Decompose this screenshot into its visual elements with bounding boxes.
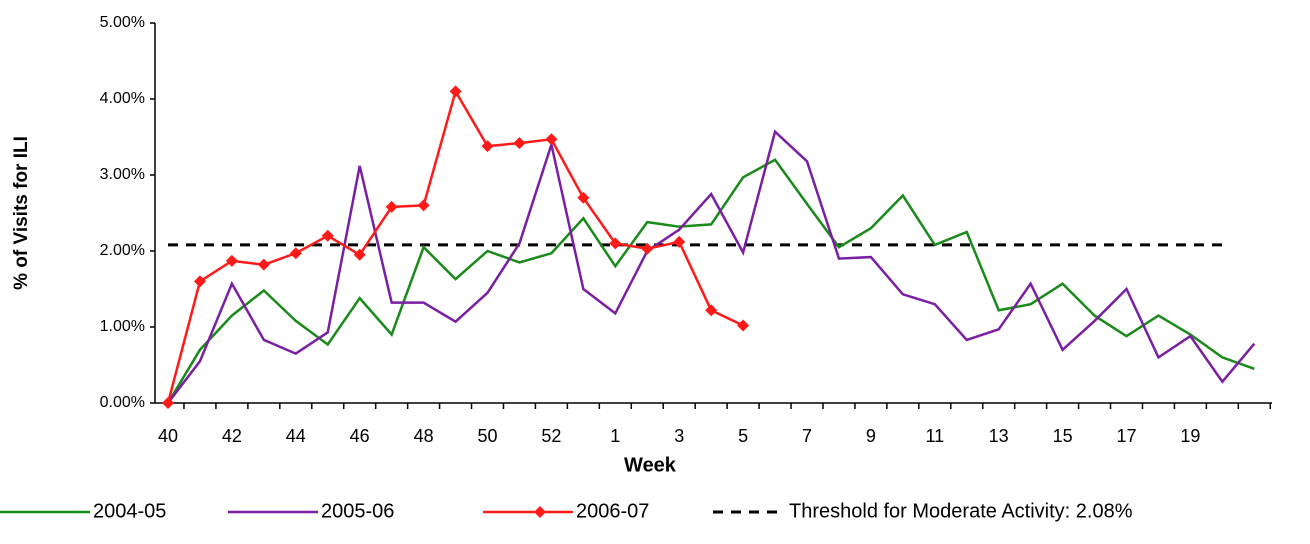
x-tick-label: 13 [989,426,1009,446]
point-marker [321,229,334,242]
point-marker [577,191,590,204]
point-marker [289,247,302,260]
point-marker [545,133,558,146]
point-marker [705,304,718,317]
point-marker [193,275,206,288]
legend-label: Threshold for Moderate Activity: 2.08% [789,500,1133,522]
x-axis-title: Week [624,454,677,476]
x-tick-label: 44 [286,426,306,446]
x-tick-label: 19 [1180,426,1200,446]
point-marker [641,242,654,255]
x-tick-label: 5 [738,426,748,446]
x-tick-label: 42 [222,426,242,446]
point-marker [417,199,430,212]
point-marker [673,235,686,248]
point-marker [737,319,750,332]
point-marker [513,137,526,150]
point-marker [257,258,270,271]
point-marker [385,200,398,213]
x-tick-label: 48 [414,426,434,446]
x-tick-label: 40 [158,426,178,446]
legend-marker [534,506,546,518]
point-marker [162,397,174,409]
x-tick-label: 17 [1116,426,1136,446]
x-tick-label: 15 [1053,426,1073,446]
point-marker [449,85,462,98]
x-tick-label: 52 [541,426,561,446]
y-tick-label: 0.00% [100,394,145,411]
series-line [166,158,1255,404]
x-tick-label: 7 [802,426,812,446]
y-tick-label: 1.00% [100,318,145,335]
series-line [167,129,1256,404]
x-tick-label: 9 [866,426,876,446]
series-line [166,88,744,404]
x-tick-label: 1 [610,426,620,446]
legend-label: 2004-05 [93,500,166,522]
x-tick-label: 46 [350,426,370,446]
y-tick-label: 3.00% [100,166,145,183]
y-axis-title: % of Visits for ILI [11,136,32,290]
legend-label: 2005-06 [321,500,394,522]
x-tick-label: 3 [674,426,684,446]
point-marker [353,248,366,261]
point-marker [225,254,238,267]
point-marker [481,140,494,153]
y-tick-label: 4.00% [100,90,145,107]
x-tick-label: 50 [477,426,497,446]
y-tick-label: 5.00% [100,14,145,31]
y-tick-label: 2.00% [100,242,145,259]
point-marker [609,237,622,250]
x-tick-label: 11 [925,426,944,446]
legend-label: 2006-07 [576,500,649,522]
